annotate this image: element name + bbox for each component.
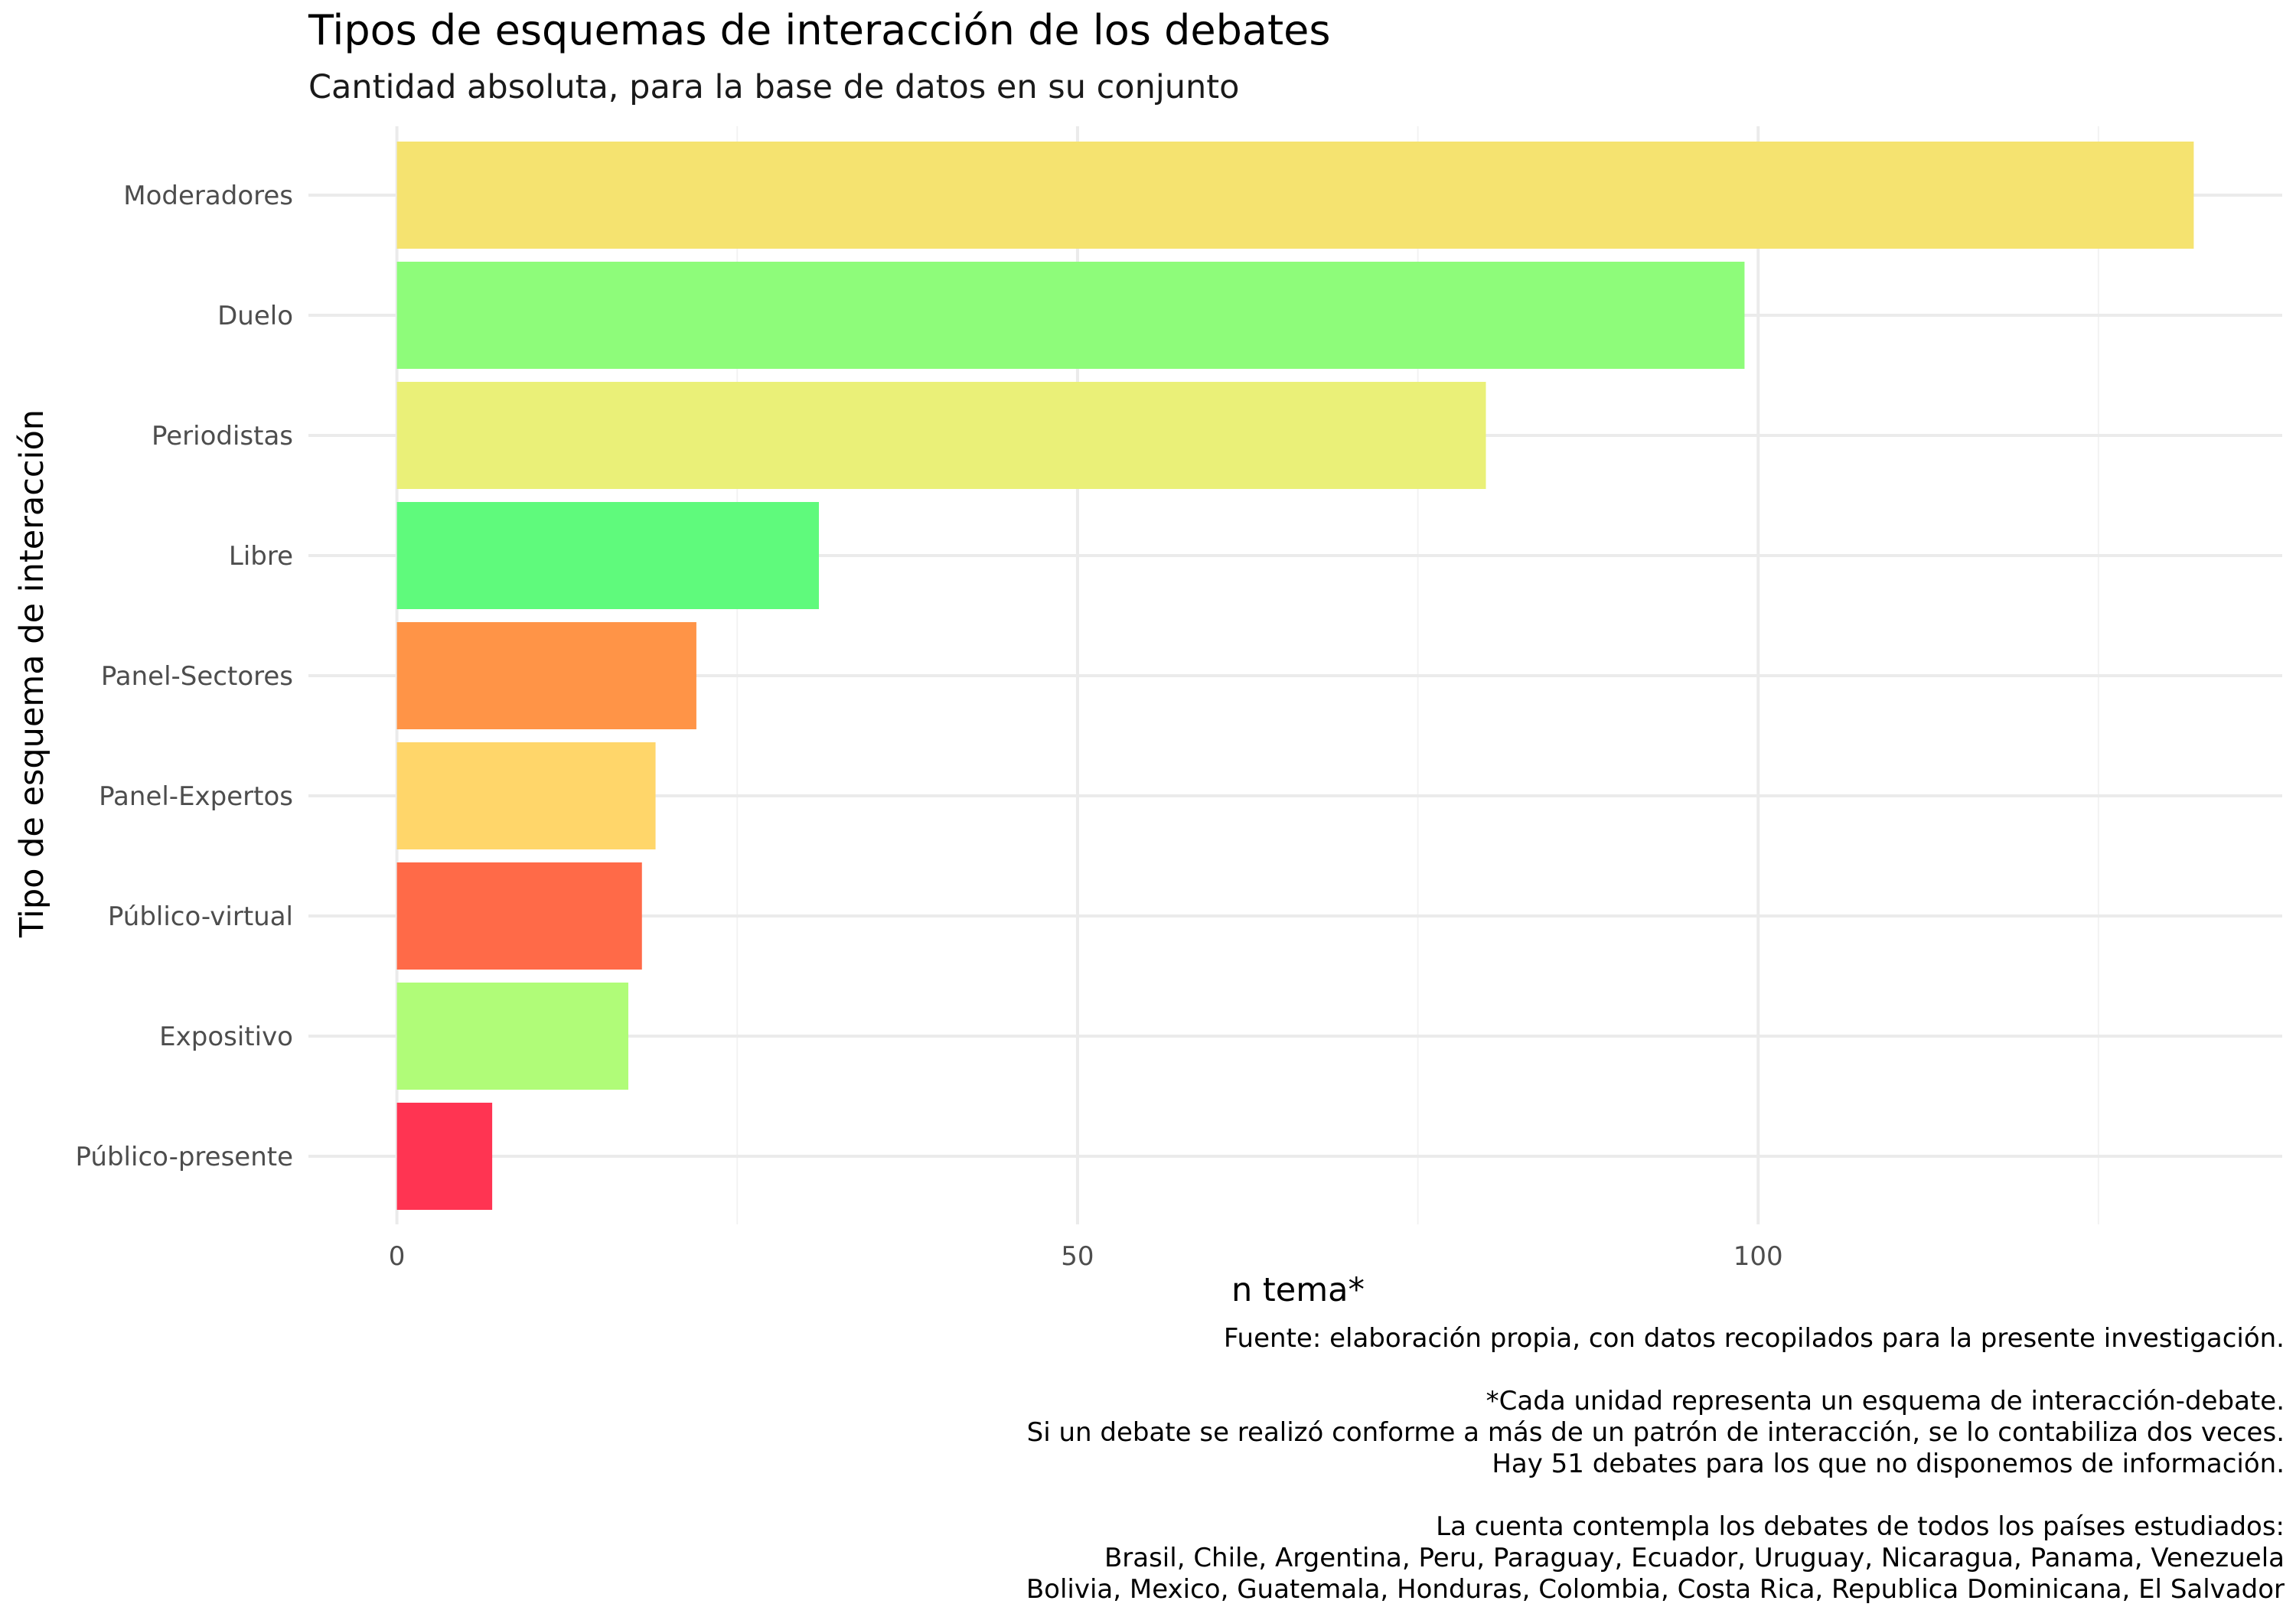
caption: Fuente: elaboración propia, con datos re…	[1026, 1323, 2285, 1605]
y-tick-label: Panel-Expertos	[99, 781, 293, 812]
y-tick-label: Expositivo	[159, 1022, 293, 1052]
caption-line: Fuente: elaboración propia, con datos re…	[1224, 1323, 2285, 1354]
x-tick-label: 100	[1733, 1241, 1783, 1272]
y-tick-label: Público-presente	[76, 1142, 293, 1172]
y-tick-label: Moderadores	[123, 181, 293, 211]
x-tick-label: 50	[1061, 1241, 1094, 1272]
bar-libre	[396, 502, 819, 609]
y-tick-label: Libre	[229, 541, 293, 572]
caption-line: La cuenta contempla los debates de todos…	[1436, 1511, 2285, 1542]
caption-line: Si un debate se realizó conforme a más d…	[1027, 1417, 2285, 1448]
bar-panel-sectores	[396, 622, 696, 729]
bars	[396, 142, 2194, 1210]
x-tick-label: 0	[389, 1241, 406, 1272]
x-axis-label: n tema*	[1231, 1271, 1365, 1309]
bar-periodistas	[396, 382, 1486, 489]
bar-moderadores	[396, 142, 2194, 249]
y-tick-label: Periodistas	[152, 421, 293, 451]
caption-line: Brasil, Chile, Argentina, Peru, Paraguay…	[1104, 1543, 2285, 1573]
bar-expositivo	[396, 983, 628, 1090]
x-axis-tick-labels: 0 50 100	[389, 1241, 1783, 1272]
bar-p-blico-virtual	[396, 862, 642, 970]
y-axis-label: Tipo de esquema de interacción	[13, 409, 51, 938]
chart-subtitle: Cantidad absoluta, para la base de datos…	[308, 68, 1239, 106]
caption-line: Hay 51 debates para los que no disponemo…	[1492, 1449, 2285, 1479]
bar-panel-expertos	[396, 742, 656, 849]
chart-title: Tipos de esquemas de interacción de los …	[308, 6, 1330, 54]
bar-duelo	[396, 262, 1745, 369]
y-tick-label: Duelo	[217, 301, 293, 331]
caption-line: *Cada unidad representa un esquema de in…	[1486, 1386, 2285, 1416]
bar-p-blico-presente	[396, 1103, 493, 1210]
y-tick-label: Público-virtual	[108, 901, 293, 932]
caption-line: Bolivia, Mexico, Guatemala, Honduras, Co…	[1026, 1574, 2285, 1605]
y-tick-label: Panel-Sectores	[101, 661, 293, 692]
y-axis-tick-labels: Moderadores Duelo Periodistas Libre Panel-Se…	[76, 181, 293, 1172]
